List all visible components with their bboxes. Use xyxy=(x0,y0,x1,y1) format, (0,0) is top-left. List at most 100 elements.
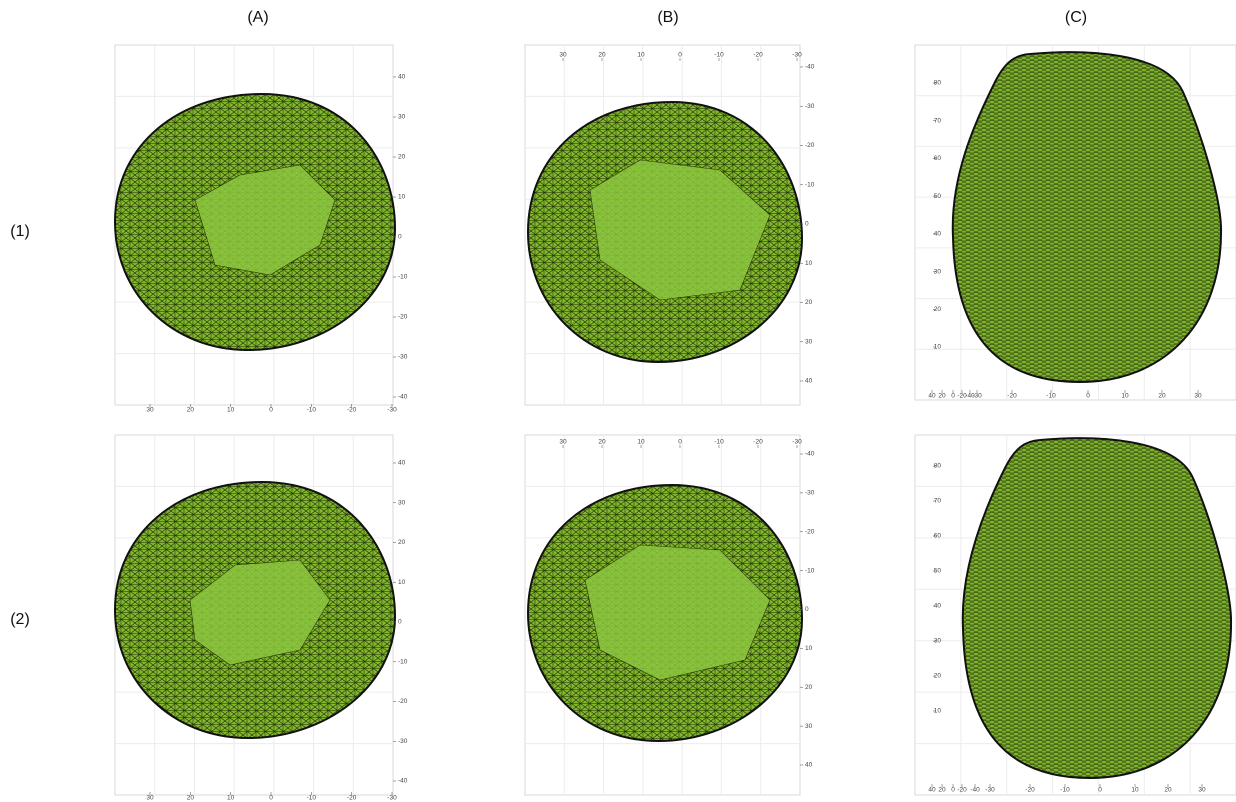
tick-label: 20 xyxy=(1164,787,1172,794)
tick-label: 10 xyxy=(934,344,942,351)
tick-label: 0 xyxy=(678,439,682,446)
mesh-surface xyxy=(953,52,1221,382)
tick-label: 0 xyxy=(678,52,682,59)
tick-label: -40 xyxy=(398,778,408,785)
tick-label: -30 xyxy=(387,407,397,414)
tick-label: -10 xyxy=(307,795,317,802)
tick-label: 0 xyxy=(805,221,809,228)
tick-label: -10 xyxy=(805,567,815,574)
tick-label: 10 xyxy=(637,52,645,59)
tick-label: 30 xyxy=(146,795,154,802)
tick-label: 20 xyxy=(934,306,942,313)
tick-label: 30 xyxy=(805,338,813,345)
tick-label: 40 xyxy=(934,231,942,238)
tick-label: -10 xyxy=(714,439,724,446)
tick-label: 80 xyxy=(934,80,942,87)
tick-label: 20 xyxy=(187,795,195,802)
tick-label: 0 xyxy=(1086,393,1090,400)
tick-label: 80 xyxy=(934,463,942,470)
tick-label: 0 xyxy=(805,606,809,613)
tick-label: 10 xyxy=(227,407,235,414)
tick-label: 20 xyxy=(805,684,813,691)
tick-label: -20 xyxy=(347,795,357,802)
tick-label: 0 xyxy=(1098,787,1102,794)
tick-label: 30 xyxy=(934,268,942,275)
tick-label: 10 xyxy=(398,579,406,586)
tick-label: 20 xyxy=(187,407,195,414)
tick-label: -40 xyxy=(805,451,815,458)
tick-label: 10 xyxy=(1121,393,1129,400)
tick-label: -20 xyxy=(957,787,967,794)
tick-label: 30 xyxy=(805,723,813,730)
tick-label: -30 xyxy=(805,103,815,110)
tick-label: 40 xyxy=(398,460,406,467)
tick-label: 10 xyxy=(227,795,235,802)
tick-label: -20 xyxy=(398,314,408,321)
tick-label: 0 xyxy=(951,393,955,400)
tick-label: -10 xyxy=(714,52,724,59)
tick-label: 0 xyxy=(398,234,402,241)
tick-label: -10 xyxy=(1060,787,1070,794)
tick-label: 10 xyxy=(934,708,942,715)
tick-label: 20 xyxy=(938,393,946,400)
tick-label: -20 xyxy=(753,52,763,59)
tick-label: 30 xyxy=(934,638,942,645)
tick-label: 50 xyxy=(934,193,942,200)
tick-label: 10 xyxy=(1131,787,1139,794)
tick-label: -20 xyxy=(347,407,357,414)
tick-label: 10 xyxy=(805,260,813,267)
tick-label: 40 xyxy=(928,393,936,400)
tick-label: 40 xyxy=(805,762,813,769)
mesh-surface xyxy=(963,438,1231,778)
tick-label: 20 xyxy=(805,299,813,306)
column-label: (B) xyxy=(657,9,678,26)
tick-label: 30 xyxy=(559,439,567,446)
tick-label: 20 xyxy=(398,539,406,546)
tick-label: -40 xyxy=(398,394,408,401)
tick-label: -30 xyxy=(792,439,802,446)
tick-label: 40 xyxy=(398,74,406,81)
tick-label: -20 xyxy=(1025,787,1035,794)
tick-label: 50 xyxy=(934,568,942,575)
row-label: (1) xyxy=(10,223,30,240)
tick-label: 20 xyxy=(598,52,606,59)
tick-label: -30 xyxy=(398,738,408,745)
tick-label: -30 xyxy=(985,787,995,794)
tick-label: -20 xyxy=(753,439,763,446)
tick-label: 0 xyxy=(269,795,273,802)
row-label: (2) xyxy=(10,611,30,628)
tick-label: 10 xyxy=(637,439,645,446)
tick-label: 40 xyxy=(805,378,813,385)
tick-label: 20 xyxy=(598,439,606,446)
tick-label: 40 xyxy=(934,603,942,610)
column-label: (C) xyxy=(1065,9,1087,26)
tick-label: -20 xyxy=(805,528,815,535)
tick-label: -30 xyxy=(805,490,815,497)
tick-label: 40 xyxy=(928,787,936,794)
tick-label: -20 xyxy=(398,698,408,705)
tick-label: 20 xyxy=(398,154,406,161)
tick-label: 30 xyxy=(1194,393,1202,400)
tick-label: 20 xyxy=(934,673,942,680)
tick-label: -10 xyxy=(307,407,317,414)
tick-label: -30 xyxy=(792,52,802,59)
tick-label: 10 xyxy=(805,645,813,652)
tick-label: 0 xyxy=(951,787,955,794)
tick-label: 70 xyxy=(934,117,942,124)
tick-label: 30 xyxy=(398,499,406,506)
tick-label: -10 xyxy=(398,658,408,665)
column-label: (A) xyxy=(247,9,268,26)
tick-label: 60 xyxy=(934,155,942,162)
tick-label: 30 xyxy=(146,407,154,414)
tick-label: -40 xyxy=(970,787,980,794)
tick-label: 10 xyxy=(398,194,406,201)
tick-label: 30 xyxy=(398,114,406,121)
tick-label: -10 xyxy=(805,181,815,188)
tick-label: -40 xyxy=(805,64,815,71)
tick-label: 60 xyxy=(934,533,942,540)
tick-label: -30 xyxy=(972,393,982,400)
tick-label: 30 xyxy=(559,52,567,59)
tick-label: -10 xyxy=(1046,393,1056,400)
figure: (A) (B) (C) (1) (2) 403020100-10-20-30-4… xyxy=(0,0,1236,802)
tick-label: -10 xyxy=(398,274,408,281)
